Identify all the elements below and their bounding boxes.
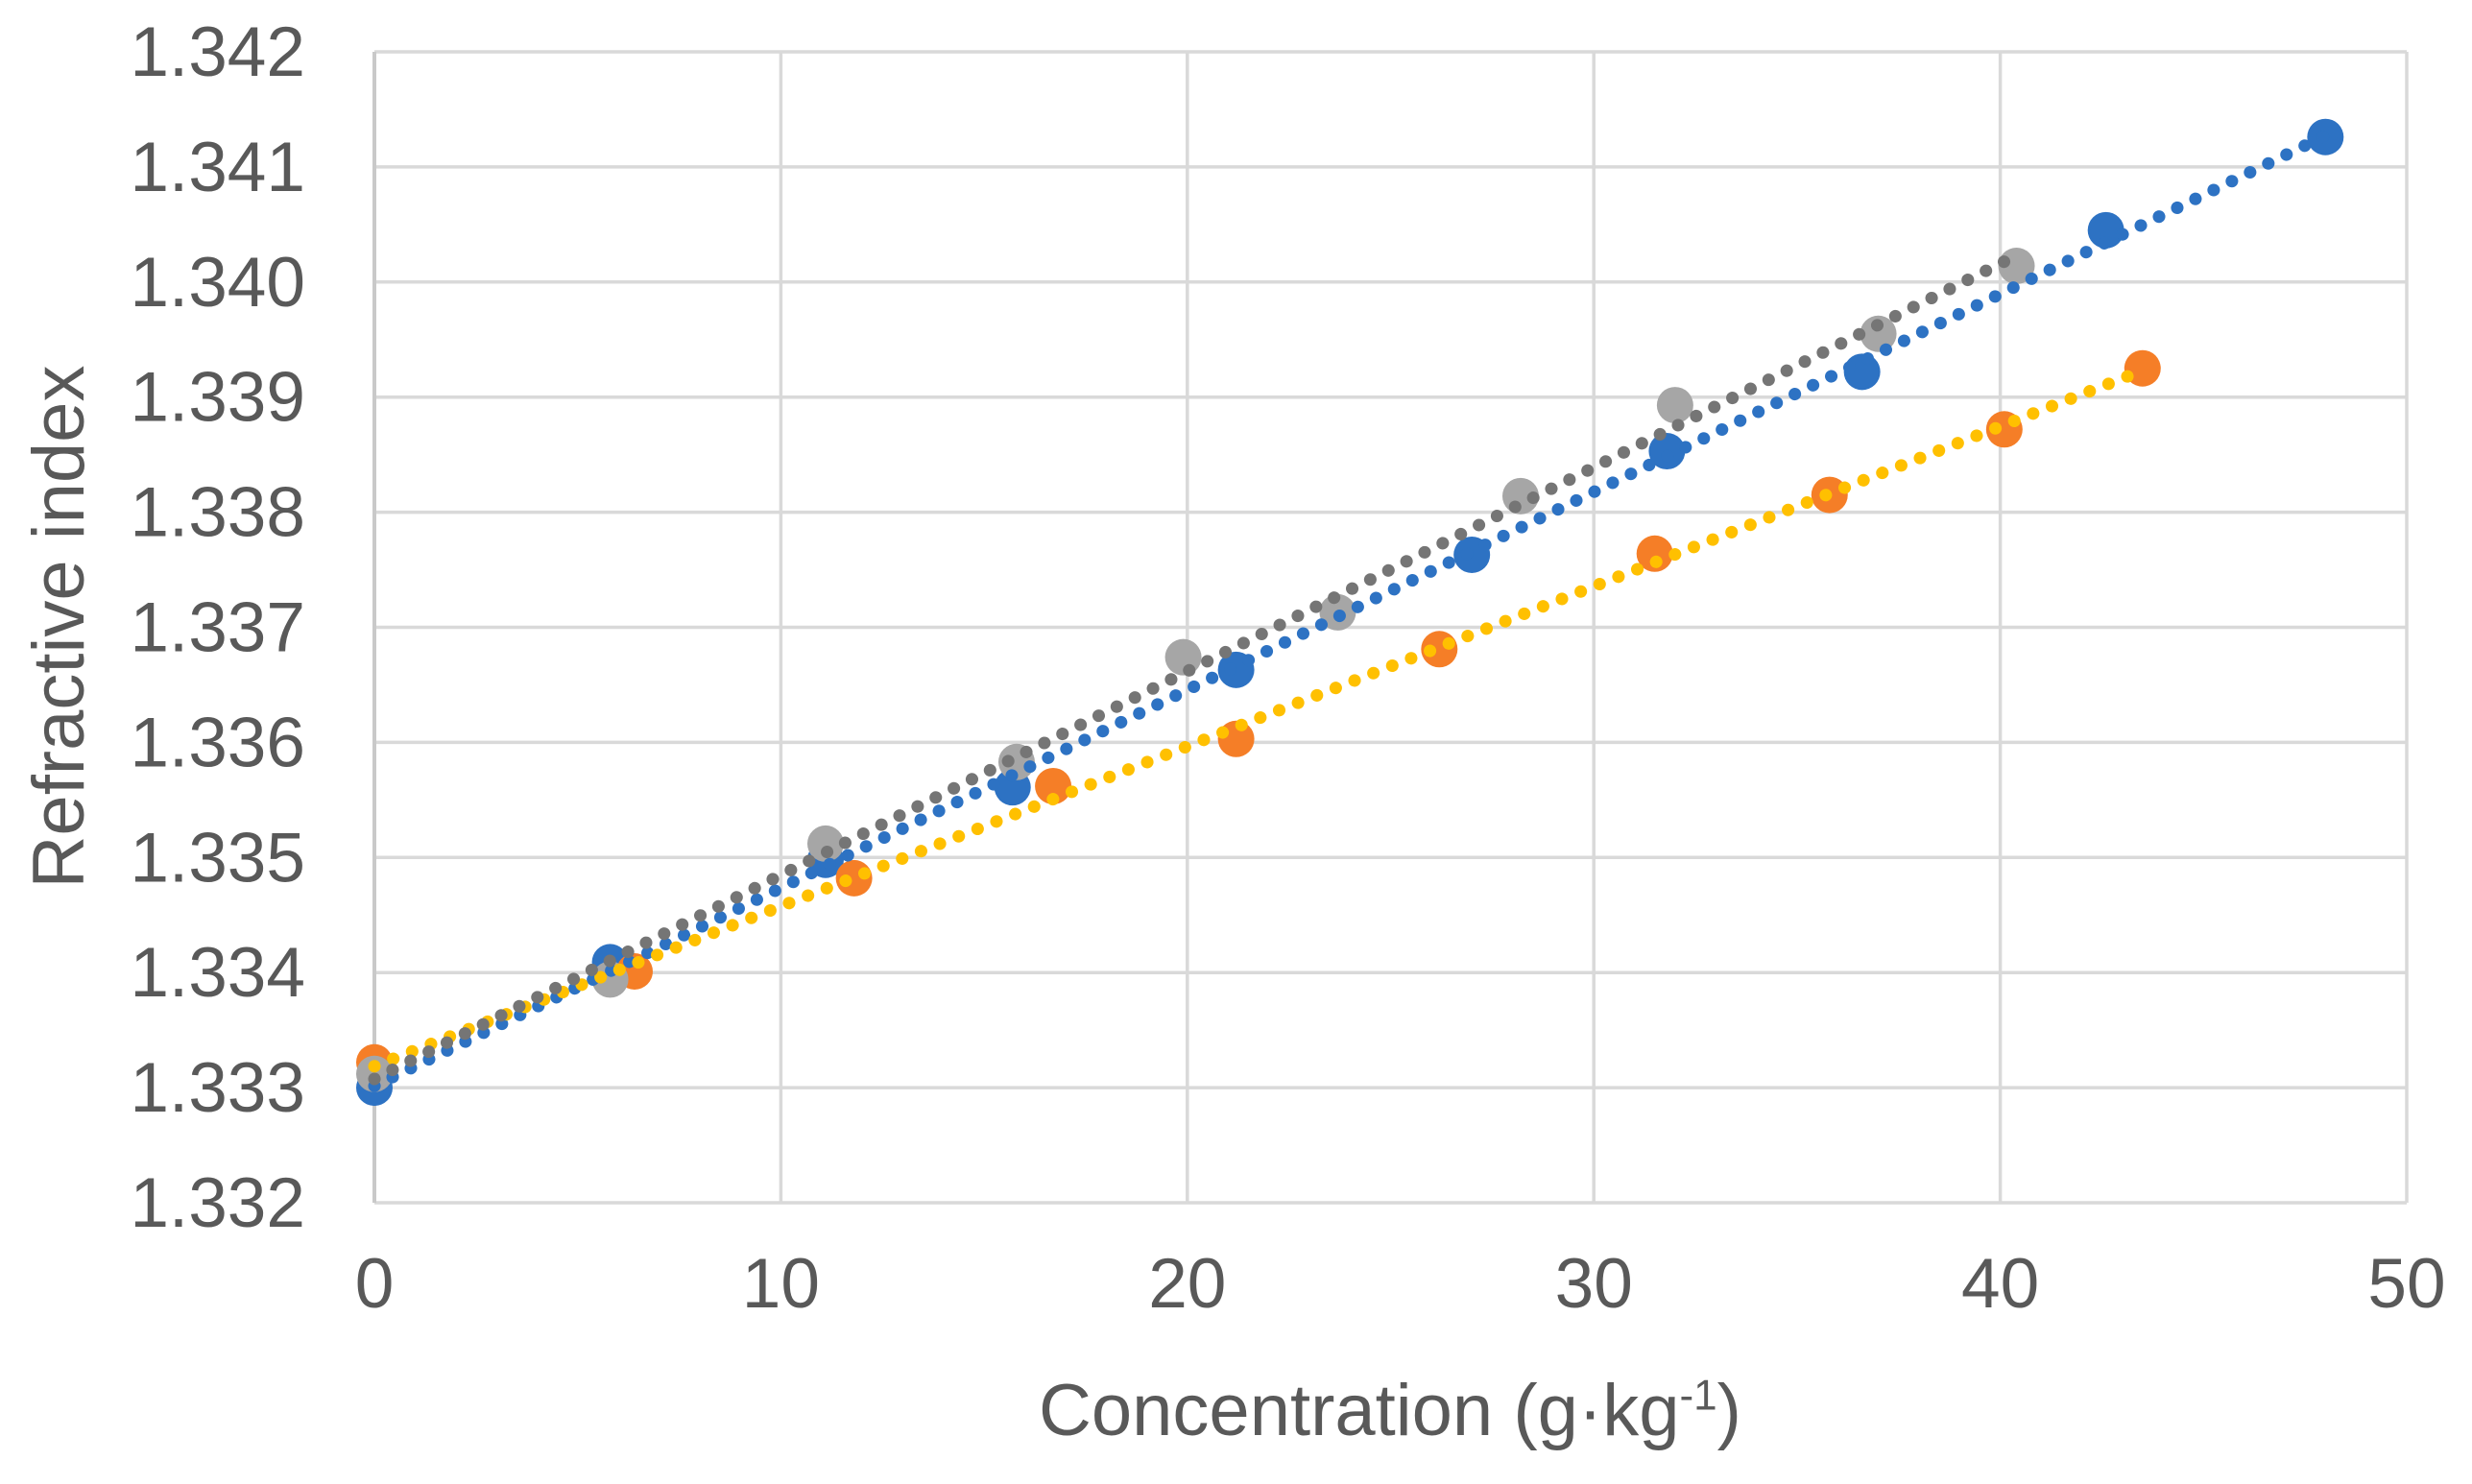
x-tick-label: 20 bbox=[1148, 1245, 1226, 1323]
y-axis-title: Refractive index bbox=[18, 365, 100, 889]
y-tick-label: 1.338 bbox=[130, 474, 305, 552]
x-tick-label: 50 bbox=[2367, 1245, 2445, 1323]
series-blue-trendline bbox=[368, 129, 2332, 1092]
y-tick-label: 1.332 bbox=[130, 1164, 305, 1242]
x-axis-title-main: Concentration (g·kg bbox=[1039, 1370, 1680, 1451]
series-orange-trendline bbox=[368, 364, 2149, 1073]
x-axis-title-superscript: -1 bbox=[1679, 1372, 1717, 1420]
series-orange-data-point bbox=[1636, 535, 1673, 572]
y-tick-label: 1.334 bbox=[130, 934, 305, 1012]
y-tick-label: 1.335 bbox=[130, 819, 305, 897]
y-tick-label: 1.333 bbox=[130, 1049, 305, 1127]
x-tick-label: 10 bbox=[742, 1245, 820, 1323]
x-axis-title: Concentration (g·kg-1) bbox=[1039, 1375, 1741, 1448]
gridlines bbox=[372, 50, 2409, 1205]
y-tick-label: 1.336 bbox=[130, 704, 305, 781]
y-tick-label: 1.340 bbox=[130, 244, 305, 322]
y-tick-label: 1.337 bbox=[130, 589, 305, 667]
series-gray-data-point bbox=[1656, 387, 1693, 424]
x-tick-label: 0 bbox=[355, 1245, 395, 1323]
series-blue-data-point bbox=[2087, 211, 2124, 249]
x-axis-title-close: ) bbox=[1716, 1370, 1741, 1451]
x-tick-label: 40 bbox=[1961, 1245, 2039, 1323]
series-gray-trendline bbox=[368, 249, 2024, 1086]
x-tick-labels: 0 10 20 30 40 50 bbox=[355, 1245, 2446, 1323]
series-gray-data-point bbox=[806, 825, 844, 862]
x-tick-label: 30 bbox=[1555, 1245, 1633, 1323]
series-orange-data-point bbox=[1035, 767, 1072, 804]
series-gray-data-point bbox=[1860, 315, 1897, 352]
y-tick-label: 1.342 bbox=[130, 13, 305, 91]
y-tick-label: 1.339 bbox=[130, 359, 305, 437]
y-tick-label: 1.341 bbox=[130, 129, 305, 206]
y-tick-labels: 1.332 1.333 1.334 1.335 1.336 1.337 1.338 1.339… bbox=[130, 13, 305, 1242]
